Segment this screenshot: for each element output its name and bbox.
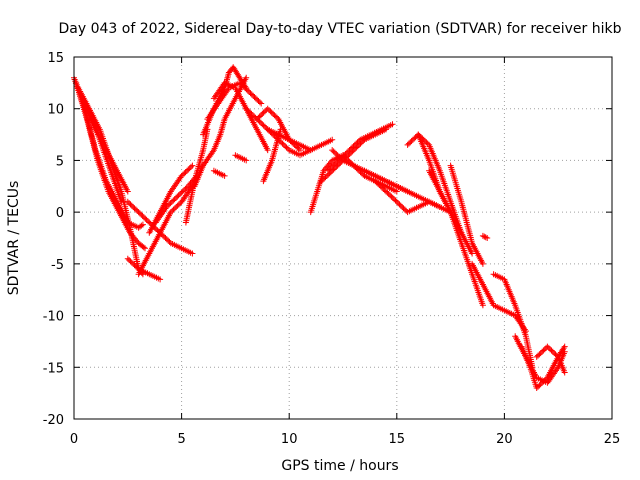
series-arc-14 [204,79,265,123]
data-point-markers [479,232,491,241]
data-point-markers [81,100,131,195]
y-tick-label: 0 [56,206,64,221]
data-point-markers [135,183,196,278]
data-point-markers [447,162,486,267]
y-tick-label: -15 [43,361,64,376]
y-tick-label: 10 [47,103,64,118]
series-arc-17 [232,152,250,164]
series-arc-5 [81,100,131,195]
y-tick-label: 15 [47,51,64,66]
series-arc-38 [479,232,491,241]
x-tick-label: 0 [70,432,78,447]
data-point-markers [372,178,443,216]
series-arc-12 [191,74,250,190]
series-arc-34 [490,271,536,371]
data-point-markers [264,126,336,154]
chart-title: Day 043 of 2022, Sidereal Day-to-day VTE… [59,21,622,37]
data-point-markers [146,162,196,236]
series-arc-8 [135,183,196,278]
series-arc-37 [533,343,568,376]
series-arc-36 [518,343,568,391]
plot-frame [73,56,613,420]
data-point-markers [490,271,536,371]
x-tick-label: 15 [389,432,406,447]
series-arc-30 [415,131,476,257]
axis-ticks: 0 5 10 15 20 25 -20 -15 -10 -5 0 5 10 15 [43,51,621,447]
data-points [71,64,568,391]
y-tick-label: -20 [43,413,64,428]
data-point-markers [232,152,250,164]
series-arc-10 [152,172,200,226]
y-tick-label: -5 [51,258,64,273]
x-tick-label: 10 [281,432,298,447]
data-point-markers [191,74,250,190]
data-point-markers [260,126,284,185]
series-arc-20 [264,126,336,154]
y-axis-label: SDTVAR / TECUs [6,181,22,296]
data-point-markers [533,343,568,376]
data-point-markers [204,79,265,123]
x-tick-label: 5 [177,432,185,447]
series-arc-24 [324,121,396,174]
series-arc-9 [146,162,196,236]
series-arc-28 [372,178,443,216]
series-arc-16 [210,167,228,179]
x-tick-label: 25 [604,432,621,447]
data-point-markers [210,167,228,179]
series-arc-32 [447,162,486,267]
data-point-markers [152,172,200,226]
y-tick-label: -10 [43,310,64,325]
y-tick-label: 5 [56,154,64,169]
data-point-markers [426,167,486,309]
data-point-markers [324,121,396,174]
series-arc-21 [260,126,284,185]
series-arc-31 [426,167,486,309]
data-point-markers [518,343,568,391]
data-point-markers [415,131,476,257]
x-axis-label: GPS time / hours [281,458,398,474]
x-tick-label: 20 [496,432,513,447]
